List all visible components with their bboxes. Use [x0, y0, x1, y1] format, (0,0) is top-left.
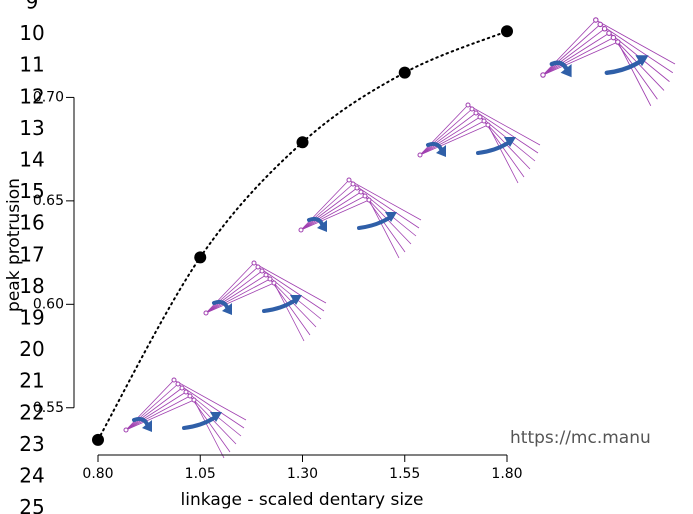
y-tick-label: 0.60 — [33, 296, 64, 312]
x-tick-label: 1.55 — [389, 466, 420, 482]
y-tick-label: 0.70 — [33, 89, 64, 105]
line-number: 13 — [19, 116, 44, 140]
line-number: 21 — [19, 369, 44, 393]
fish-diagram — [541, 18, 675, 106]
point — [398, 66, 411, 79]
fish-diagram — [122, 376, 248, 460]
line-number: 9 — [26, 0, 39, 14]
point — [296, 136, 309, 149]
x-tick-label: 1.30 — [287, 466, 318, 482]
line-number: 15 — [19, 179, 44, 203]
line-number: 17 — [19, 242, 44, 266]
x-tick-label: 1.05 — [185, 466, 216, 482]
x-tick-label: 0.80 — [82, 466, 113, 482]
line-number: 24 — [19, 464, 44, 488]
y-tick-label: 0.55 — [33, 400, 64, 416]
fish-diagram — [297, 176, 423, 260]
fish-diagram — [416, 101, 542, 185]
line-number: 20 — [19, 337, 44, 361]
point — [194, 251, 207, 264]
line-number: 16 — [19, 211, 44, 235]
line-number: 19 — [19, 306, 44, 330]
line-number: 12 — [19, 84, 44, 108]
line-number: 18 — [19, 274, 44, 298]
line-number: 25 — [19, 495, 44, 514]
point — [501, 25, 513, 38]
x-tick-label: 1.80 — [491, 466, 522, 482]
line-number: 11 — [19, 53, 44, 77]
line-number: 22 — [19, 400, 44, 424]
watermark: https://mc.manu — [510, 428, 651, 448]
line-number: 14 — [19, 148, 44, 172]
y-tick-label: 0.65 — [33, 193, 64, 209]
line-number: 23 — [19, 432, 44, 456]
x-axis-label: linkage - scaled dentary size — [181, 490, 424, 510]
line-number: 10 — [19, 21, 44, 45]
y-axis-label: peak protrusion — [4, 178, 24, 312]
trend-line — [97, 30, 508, 441]
fish-diagram — [202, 259, 328, 343]
point — [92, 433, 104, 446]
